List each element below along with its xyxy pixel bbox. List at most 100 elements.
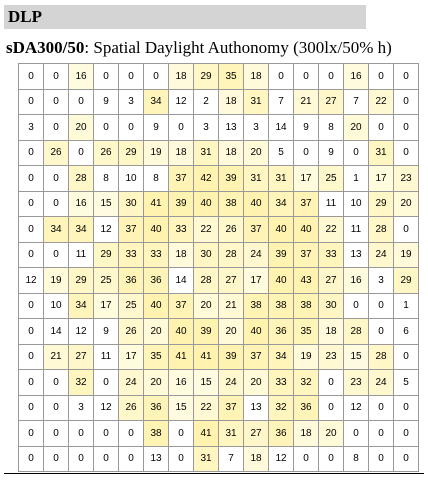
table-cell: 0 xyxy=(68,445,94,472)
table-cell: 21 xyxy=(43,343,69,370)
table-cell: 41 xyxy=(193,420,219,447)
table-cell: 30 xyxy=(118,190,144,217)
table-cell: 34 xyxy=(43,216,69,243)
table-cell: 29 xyxy=(93,241,119,268)
table-cell: 14 xyxy=(43,318,69,345)
table-cell: 0 xyxy=(43,63,69,90)
table-row: 0 0 11 29 33 33 18 30 28 24 39 37 33 13 24 19 xyxy=(18,241,419,268)
table-cell: 9 xyxy=(93,318,119,345)
table-cell: 0 xyxy=(143,63,169,90)
table-cell: 30 xyxy=(318,292,344,319)
table-cell: 38 xyxy=(218,190,244,217)
table-cell: 0 xyxy=(43,88,69,115)
table-cell: 36 xyxy=(143,267,169,294)
table-cell: 20 xyxy=(68,114,94,141)
table-cell: 36 xyxy=(143,394,169,421)
table-cell: 34 xyxy=(268,343,294,370)
table-cell: 0 xyxy=(393,420,419,447)
table-cell: 24 xyxy=(243,241,269,268)
subtitle-text: : Spatial Daylight Authonomy (300lx/50% … xyxy=(84,38,392,57)
table-cell: 31 xyxy=(193,139,219,166)
table-cell: 33 xyxy=(318,241,344,268)
table-cell: 18 xyxy=(243,63,269,90)
table-cell: 0 xyxy=(393,139,419,166)
table-cell: 42 xyxy=(193,165,219,192)
table-cell: 0 xyxy=(293,445,319,472)
table-cell: 14 xyxy=(268,114,294,141)
table-cell: 27 xyxy=(68,343,94,370)
table-cell: 0 xyxy=(93,420,119,447)
table-cell: 38 xyxy=(293,292,319,319)
table-cell: 0 xyxy=(18,190,44,217)
table-cell: 0 xyxy=(43,165,69,192)
table-cell: 43 xyxy=(293,267,319,294)
table-cell: 21 xyxy=(293,88,319,115)
table-cell: 35 xyxy=(218,63,244,90)
table-cell: 20 xyxy=(143,369,169,396)
table-cell: 0 xyxy=(43,369,69,396)
table-cell: 19 xyxy=(43,267,69,294)
table-cell: 0 xyxy=(393,114,419,141)
table-cell: 28 xyxy=(343,318,369,345)
table-cell: 16 xyxy=(168,369,194,396)
table-cell: 0 xyxy=(318,369,344,396)
table-cell: 9 xyxy=(143,114,169,141)
table-cell: 34 xyxy=(68,216,94,243)
table-cell: 34 xyxy=(268,190,294,217)
table-cell: 39 xyxy=(218,343,244,370)
table-cell: 0 xyxy=(43,394,69,421)
table-cell: 25 xyxy=(118,292,144,319)
table-cell: 6 xyxy=(393,318,419,345)
table-cell: 5 xyxy=(393,369,419,396)
table-cell: 9 xyxy=(318,139,344,166)
table-cell: 0 xyxy=(318,445,344,472)
table-cell: 0 xyxy=(368,445,394,472)
table-cell: 0 xyxy=(93,369,119,396)
table-cell: 40 xyxy=(168,318,194,345)
table-row: 0 21 27 11 17 35 41 41 39 37 34 19 23 15 28 0 xyxy=(18,343,419,370)
table-cell: 10 xyxy=(343,190,369,217)
table-cell: 0 xyxy=(43,114,69,141)
table-cell: 39 xyxy=(268,241,294,268)
table-cell: 12 xyxy=(268,445,294,472)
table-cell: 12 xyxy=(93,216,119,243)
table-cell: 11 xyxy=(93,343,119,370)
table-cell: 0 xyxy=(118,114,144,141)
table-cell: 0 xyxy=(18,318,44,345)
table-cell: 8 xyxy=(343,445,369,472)
table-cell: 27 xyxy=(318,267,344,294)
table-cell: 18 xyxy=(243,445,269,472)
table-cell: 20 xyxy=(243,139,269,166)
table-cell: 40 xyxy=(268,267,294,294)
table-cell: 0 xyxy=(43,190,69,217)
table-cell: 37 xyxy=(293,190,319,217)
table-cell: 15 xyxy=(193,369,219,396)
table-cell: 28 xyxy=(218,241,244,268)
table-cell: 3 xyxy=(68,394,94,421)
table-cell: 20 xyxy=(393,190,419,217)
table-cell: 15 xyxy=(168,394,194,421)
table-cell: 25 xyxy=(93,267,119,294)
table-cell: 0 xyxy=(368,394,394,421)
table-cell: 0 xyxy=(93,114,119,141)
table-row: 0 0 3 12 26 36 15 22 37 13 32 36 0 12 0 0 xyxy=(18,394,419,421)
table-row: 0 0 28 8 10 8 37 42 39 31 31 17 25 1 17 23 xyxy=(18,165,419,192)
table-cell: 28 xyxy=(368,343,394,370)
table-cell: 12 xyxy=(168,88,194,115)
table-cell: 7 xyxy=(218,445,244,472)
table-row: 0 10 34 17 25 40 37 20 21 38 38 38 30 0 0 1 xyxy=(18,292,419,319)
table-cell: 11 xyxy=(68,241,94,268)
table-row: 0 0 16 15 30 41 39 40 38 40 34 37 11 10 29 20 xyxy=(18,190,419,217)
table-cell: 20 xyxy=(143,318,169,345)
table-cell: 37 xyxy=(243,216,269,243)
table-row: 0 0 16 0 0 0 18 29 35 18 0 0 0 16 0 0 xyxy=(18,63,419,90)
table-cell: 26 xyxy=(93,139,119,166)
table-cell: 41 xyxy=(193,343,219,370)
table-row: 0 0 32 0 24 20 16 15 24 20 33 32 0 23 24 5 xyxy=(18,369,419,396)
table-cell: 0 xyxy=(268,63,294,90)
table-cell: 12 xyxy=(93,394,119,421)
table-cell: 24 xyxy=(118,369,144,396)
table-cell: 36 xyxy=(118,267,144,294)
table-cell: 26 xyxy=(43,139,69,166)
